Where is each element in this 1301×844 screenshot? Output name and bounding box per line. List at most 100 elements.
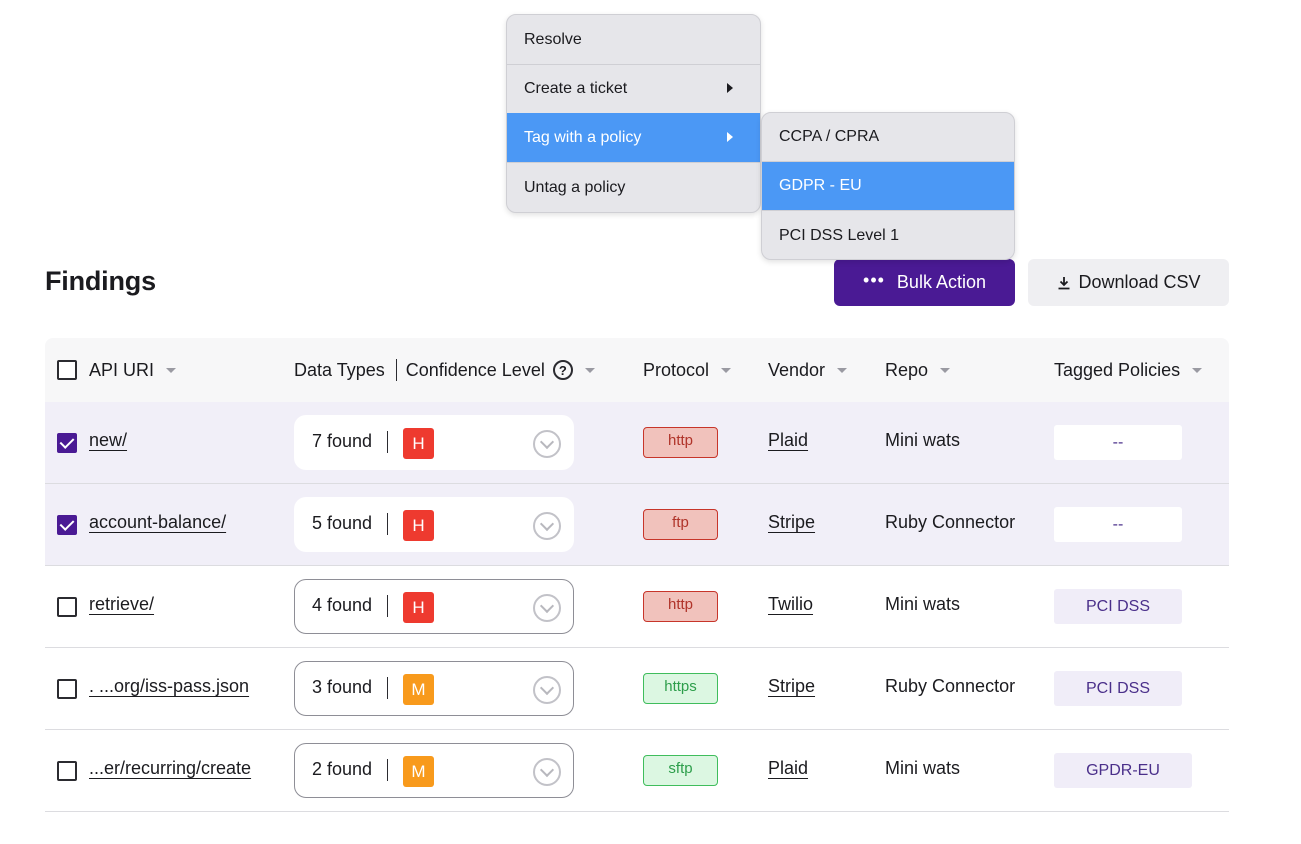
menu-item-resolve[interactable]: Resolve [507,15,760,65]
api-uri-link[interactable]: account-balance/ [89,512,227,532]
submenu-arrow-icon [727,132,733,142]
row-checkbox[interactable] [57,597,77,617]
menu-item-label: Tag with a policy [524,128,642,146]
submenu-item-label: PCI DSS Level 1 [779,226,900,244]
vendor-link[interactable]: Stripe [768,512,816,532]
api-uri-link[interactable]: ...er/recurring/create [89,758,252,778]
header-data-types[interactable]: Data Types Confidence Level ? [294,338,595,402]
data-types-dropdown[interactable]: 7 found H [294,415,574,470]
header-protocol-label: Protocol [643,359,710,380]
help-icon[interactable]: ? [552,360,573,380]
download-icon [1058,276,1070,289]
menu-item-label: Untag a policy [524,179,626,196]
header-divider [395,359,397,381]
policy-submenu: CCPA / CPRA GDPR - EU PCI DSS Level 1 [761,112,1015,260]
vendor-link[interactable]: Stripe [768,676,816,696]
chevron-down-icon[interactable] [533,758,561,786]
found-count: 4 found [312,595,373,615]
table-row[interactable]: retrieve/ 4 found H http Twilio Mini wat… [45,566,1229,648]
sort-caret-icon [1192,367,1203,373]
row-checkbox[interactable] [57,679,77,699]
vendor-link[interactable]: Plaid [768,430,809,450]
download-csv-button[interactable]: Download CSV [1028,259,1229,306]
header-data-types-label: Data Types [294,359,385,380]
divider [387,513,388,535]
chevron-down-icon[interactable] [533,676,561,704]
header-vendor-label: Vendor [768,359,826,380]
menu-item-untag-policy[interactable]: Untag a policy [507,163,760,212]
menu-item-tag-policy[interactable]: Tag with a policy [507,113,760,163]
sort-caret-icon [940,367,951,373]
download-csv-label: Download CSV [1078,272,1201,292]
sort-caret-icon [837,367,848,373]
sort-caret-icon [166,367,177,373]
protocol-badge: http [643,591,718,622]
submenu-item-pci-dss[interactable]: PCI DSS Level 1 [762,211,1014,259]
table-row[interactable]: . ...org/iss-pass.json 3 found M https S… [45,648,1229,730]
protocol-badge: sftp [643,755,718,786]
bulk-action-button[interactable]: ••• Bulk Action [834,259,1015,306]
divider [387,759,388,781]
table-row[interactable]: new/ 7 found H http Plaid Mini wats -- [45,402,1229,484]
repo-name: Ruby Connector [885,676,1016,696]
table-header: API URI Data Types Confidence Level ? Pr… [45,338,1229,402]
repo-name: Ruby Connector [885,512,1016,532]
policy-tag: -- [1054,425,1182,460]
found-count: 2 found [312,759,373,779]
header-api-uri[interactable]: API URI [89,338,177,402]
data-types-dropdown[interactable]: 5 found H [294,497,574,552]
api-uri-link[interactable]: new/ [89,430,128,450]
found-count: 7 found [312,431,373,451]
confidence-badge: H [403,428,434,459]
table-row[interactable]: ...er/recurring/create 2 found M sftp Pl… [45,730,1229,812]
menu-item-label: Resolve [524,30,582,48]
chevron-down-icon[interactable] [533,430,561,458]
policy-tag: PCI DSS [1054,589,1182,624]
confidence-badge: M [403,674,434,705]
header-protocol[interactable]: Protocol [643,338,732,402]
submenu-item-label: GDPR - EU [779,177,862,194]
menu-item-create-ticket[interactable]: Create a ticket [507,64,760,114]
repo-name: Mini wats [885,758,961,778]
bulk-action-label: Bulk Action [896,272,986,292]
submenu-item-gdpr[interactable]: GDPR - EU [762,162,1014,211]
header-repo[interactable]: Repo [885,338,951,402]
data-types-dropdown[interactable]: 4 found H [294,579,574,634]
select-all-checkbox[interactable] [57,360,77,380]
submenu-item-ccpa[interactable]: CCPA / CPRA [762,113,1014,162]
divider [387,595,388,617]
table-row[interactable]: account-balance/ 5 found H ftp Stripe Ru… [45,484,1229,566]
protocol-badge: https [643,673,718,704]
row-checkbox[interactable] [57,515,77,535]
submenu-arrow-icon [727,83,733,93]
repo-name: Mini wats [885,430,961,450]
chevron-down-icon[interactable] [533,512,561,540]
row-checkbox[interactable] [57,433,77,453]
menu-item-label: Create a ticket [524,79,628,97]
protocol-badge: ftp [643,509,718,540]
data-types-dropdown[interactable]: 2 found M [294,743,574,798]
found-count: 3 found [312,677,373,697]
chevron-down-icon[interactable] [533,594,561,622]
bulk-action-menu: Resolve Create a ticket Tag with a polic… [506,14,761,213]
policy-tag: PCI DSS [1054,671,1182,706]
sort-caret-icon [721,367,732,373]
header-repo-label: Repo [885,359,929,380]
vendor-link[interactable]: Plaid [768,758,809,778]
header-policies-label: Tagged Policies [1054,359,1181,380]
header-api-uri-label: API URI [89,359,155,380]
header-tagged-policies[interactable]: Tagged Policies [1054,338,1203,402]
row-checkbox[interactable] [57,761,77,781]
more-dots-icon: ••• [863,269,885,290]
data-types-dropdown[interactable]: 3 found M [294,661,574,716]
policy-tag: GPDR-EU [1054,753,1192,788]
found-count: 5 found [312,513,373,533]
header-vendor[interactable]: Vendor [768,338,848,402]
divider [387,431,388,453]
submenu-item-label: CCPA / CPRA [779,128,880,145]
api-uri-link[interactable]: retrieve/ [89,594,155,614]
policy-tag: -- [1054,507,1182,542]
vendor-link[interactable]: Twilio [768,594,814,614]
confidence-badge: H [403,592,434,623]
api-uri-link[interactable]: . ...org/iss-pass.json [89,676,250,696]
